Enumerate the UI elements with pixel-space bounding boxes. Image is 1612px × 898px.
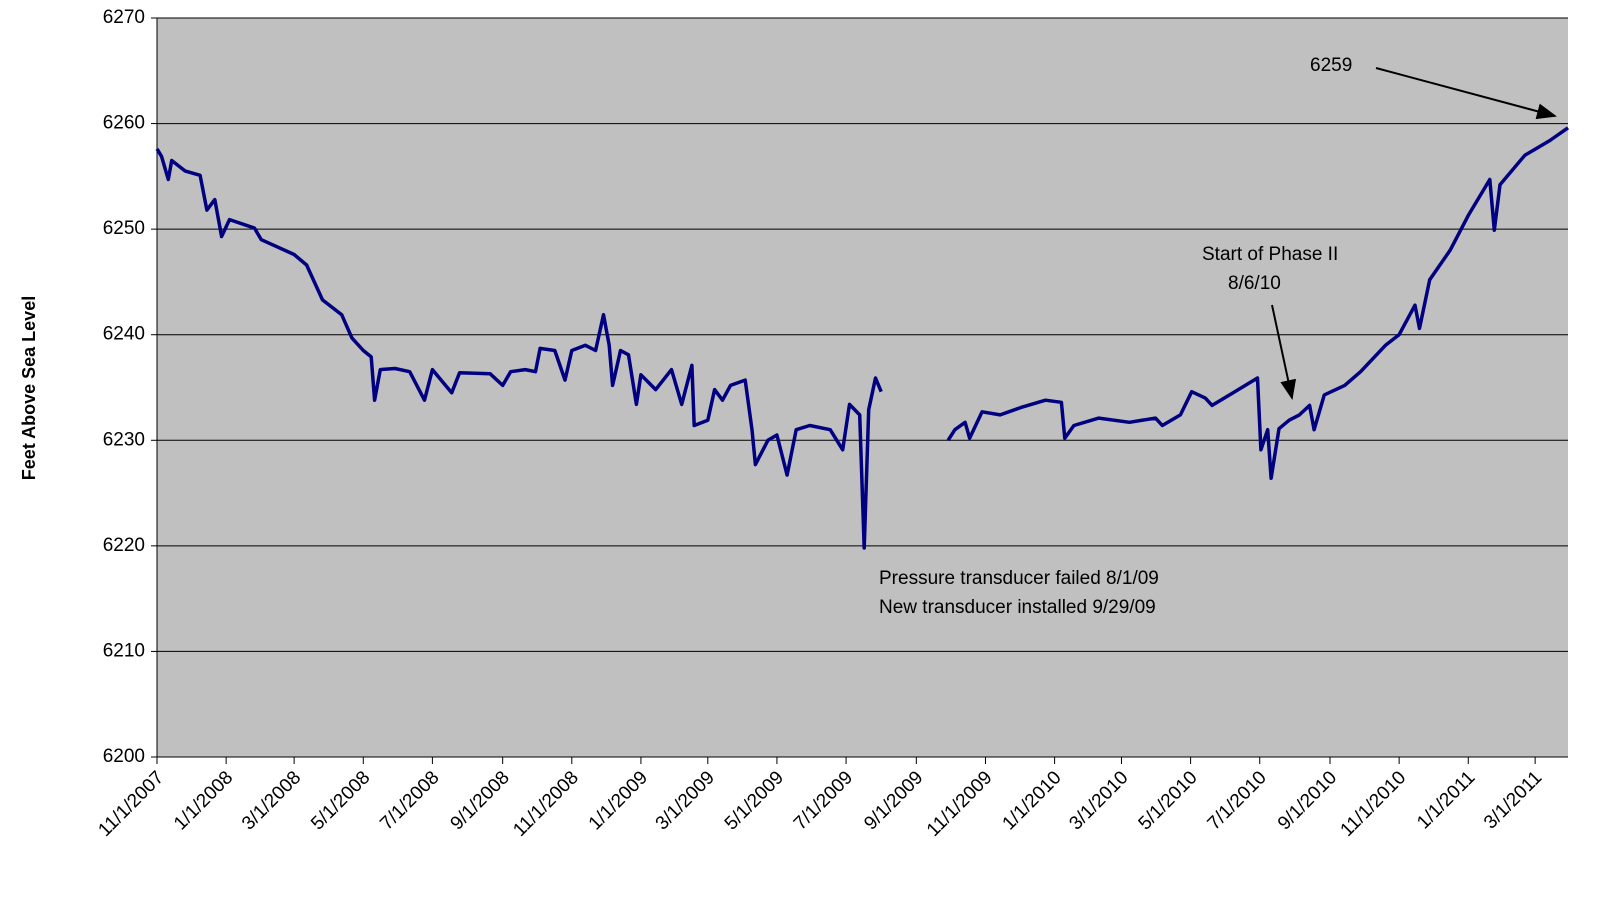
line-series (155, 126, 1570, 550)
y-tick-label: 6260 (103, 113, 145, 134)
x-tick-label: 5/1/2008 (307, 767, 374, 834)
annotation: Start of Phase II (1202, 244, 1338, 265)
annotation: 8/6/10 (1228, 273, 1281, 294)
annotation: 6259 (1310, 55, 1352, 76)
y-tick-label: 6240 (103, 324, 145, 345)
y-tick-label: 6210 (103, 640, 145, 661)
x-tick-label: 9/1/2009 (860, 767, 927, 834)
x-tick-label: 3/1/2011 (1480, 767, 1546, 833)
x-tick-label: 7/1/2010 (1204, 767, 1271, 834)
x-tick-label: 11/1/2007 (94, 767, 168, 841)
y-tick-label: 6250 (103, 218, 145, 239)
x-tick-label: 11/1/2008 (509, 767, 583, 841)
x-tick-label: 1/1/2009 (585, 767, 652, 834)
x-tick-label: 1/1/2008 (170, 767, 237, 834)
y-tick-label: 6230 (103, 429, 145, 450)
x-tick-label: 9/1/2008 (447, 767, 514, 834)
annotation-arrow (1271, 304, 1297, 400)
x-tick-label: 1/1/2011 (1413, 767, 1479, 833)
y-tick-label: 6220 (103, 535, 145, 556)
x-tick-label: 9/1/2010 (1274, 767, 1341, 834)
annotation: New transducer installed 9/29/09 (879, 597, 1156, 618)
x-tick-label: 5/1/2009 (721, 767, 788, 834)
x-tick-label: 3/1/2008 (238, 767, 305, 834)
y-tick-label: 6270 (103, 7, 145, 28)
x-tick-label: 3/1/2009 (652, 767, 719, 834)
x-tick-label: 11/1/2010 (1337, 767, 1411, 841)
plot-area (157, 18, 1568, 757)
annotation: Pressure transducer failed 8/1/09 (879, 568, 1159, 589)
x-tick-label: 7/1/2008 (376, 767, 443, 834)
x-tick-label: 3/1/2010 (1065, 767, 1132, 834)
x-tick-label: 1/1/2010 (999, 767, 1066, 834)
y-tick-label: 6200 (103, 746, 145, 767)
x-tick-label: 11/1/2009 (923, 767, 997, 841)
x-tick-label: 7/1/2009 (790, 767, 857, 834)
y-axis-label: Feet Above Sea Level (19, 296, 39, 480)
annotation-arrow (1375, 67, 1557, 120)
x-tick-label: 5/1/2010 (1135, 767, 1202, 834)
